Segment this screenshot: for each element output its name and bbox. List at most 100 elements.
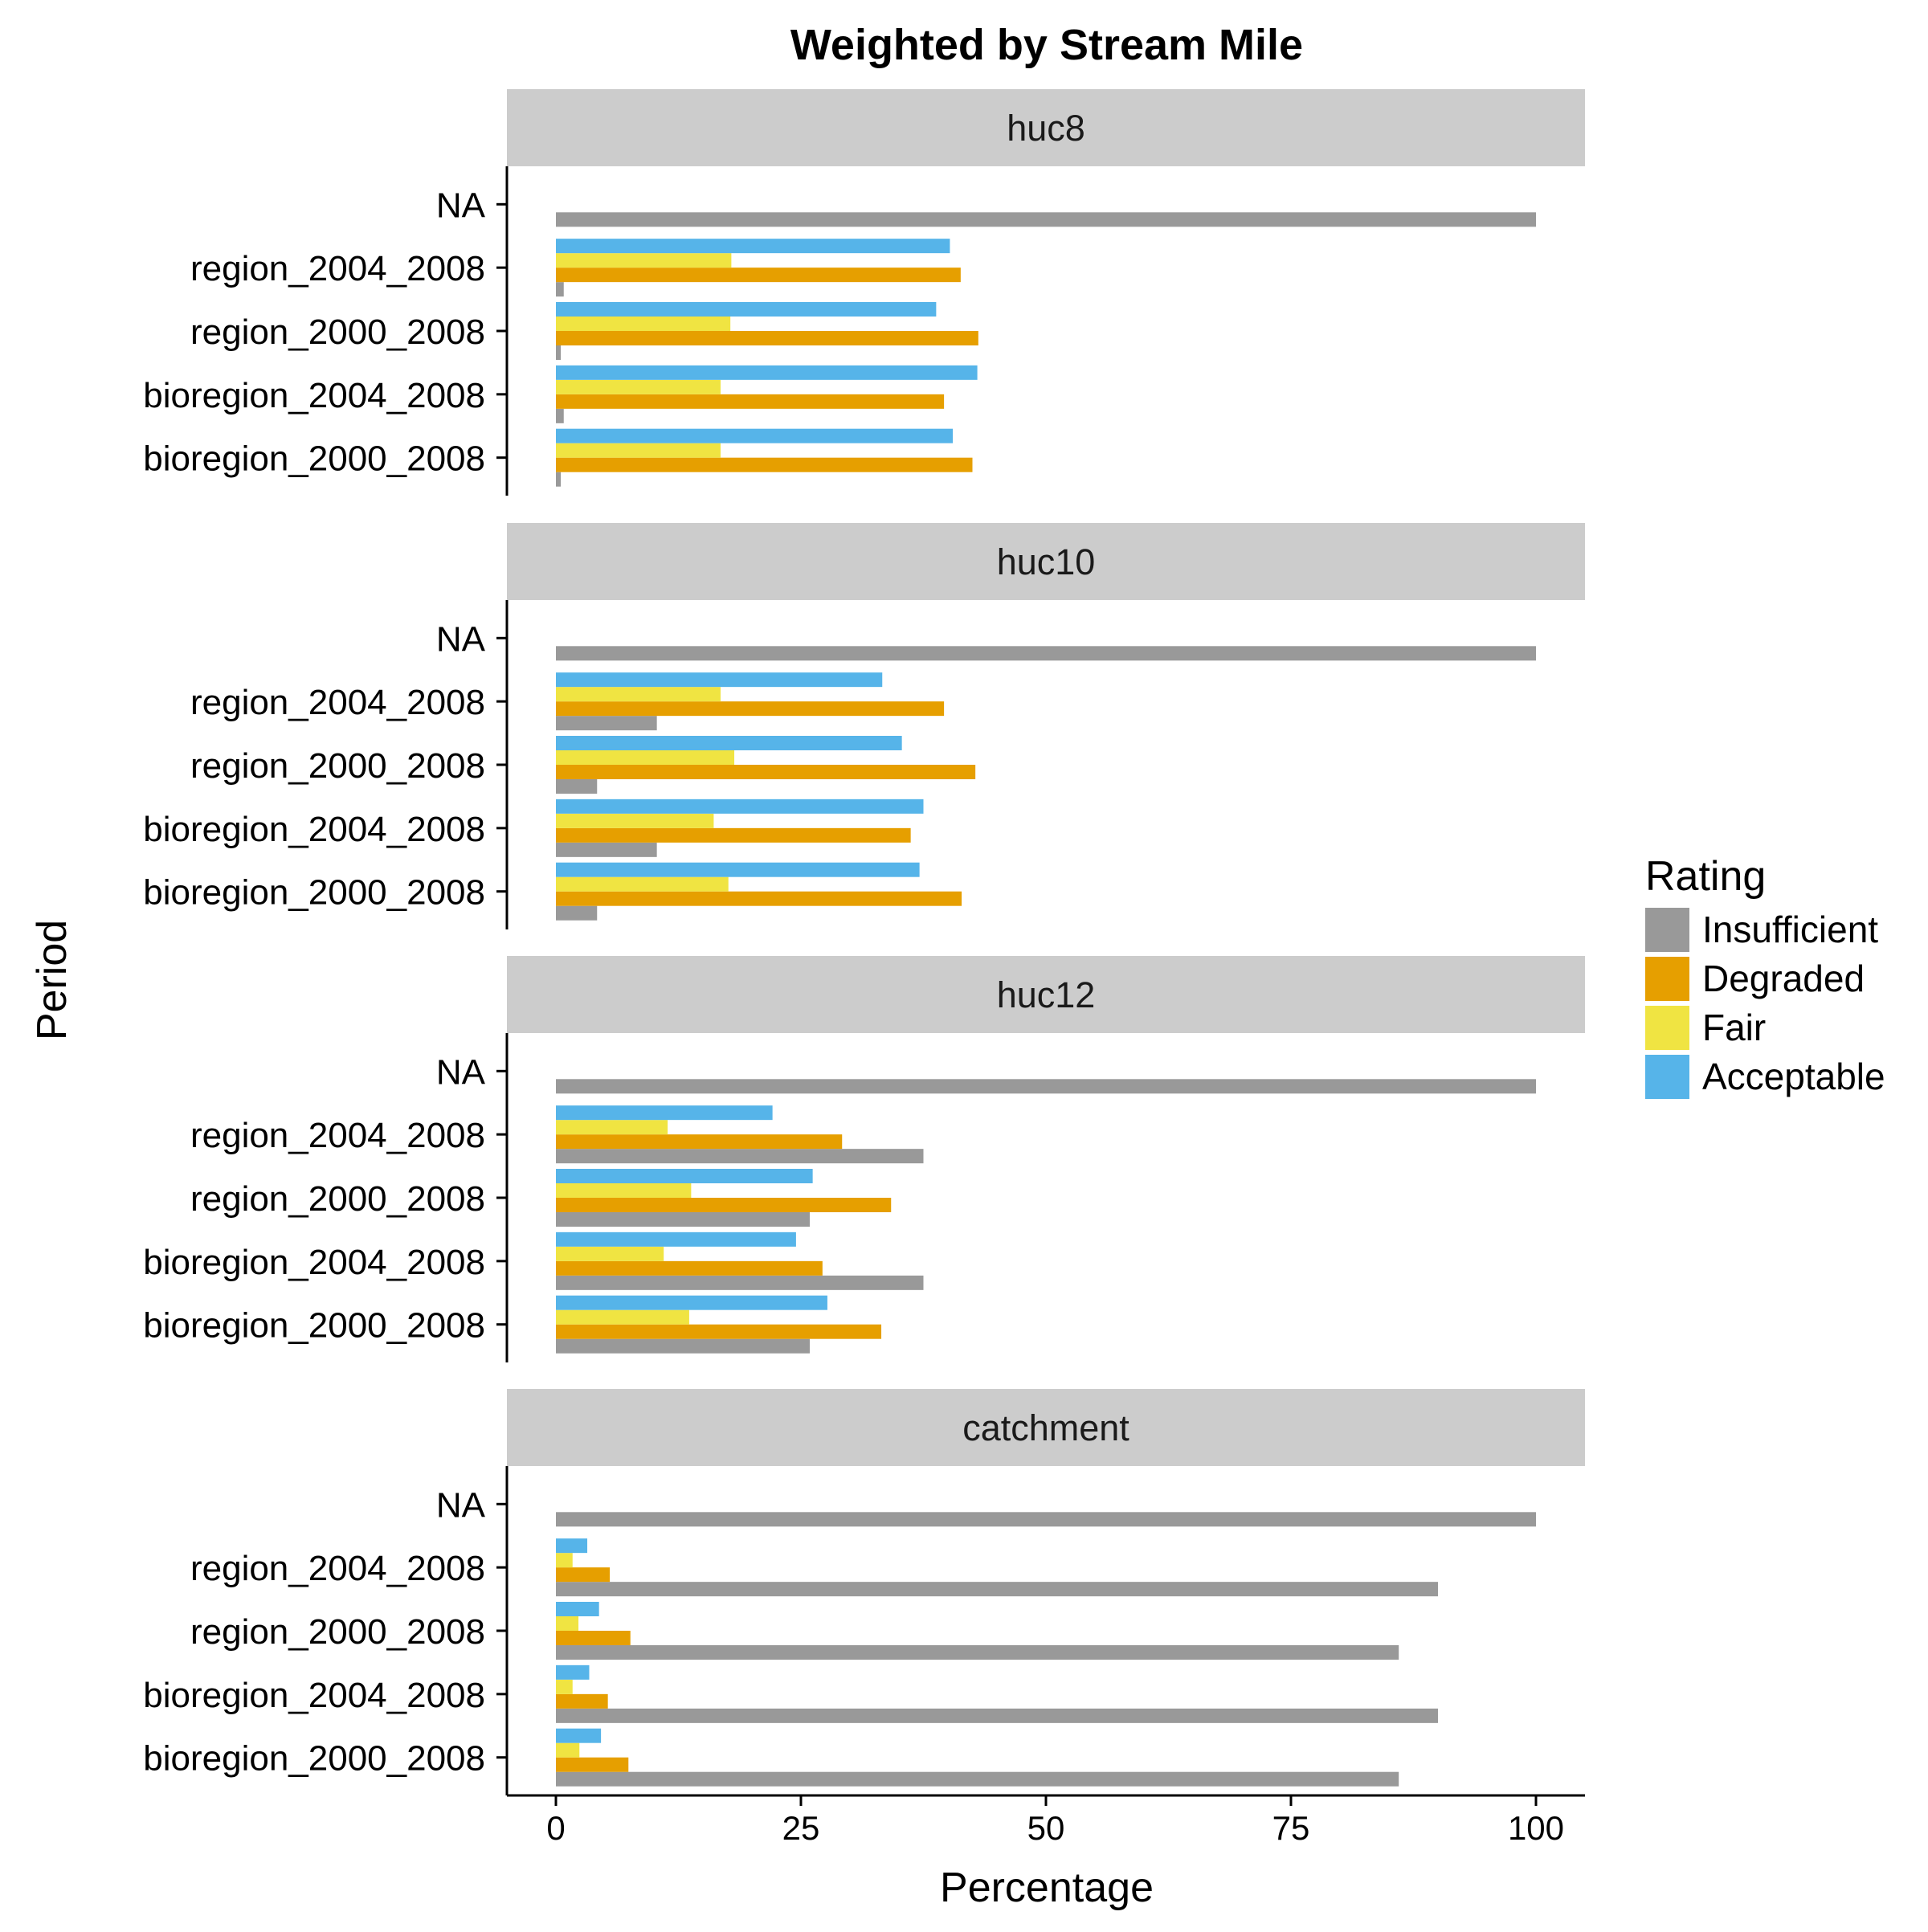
y-tick-label: region_2000_2008 [190, 312, 485, 352]
legend-item: Fair [1645, 1006, 1766, 1050]
bar-degraded [556, 1260, 823, 1276]
bar-acceptable [556, 239, 950, 254]
y-tick-label: bioregion_2004_2008 [143, 376, 485, 415]
legend-item: Insufficient [1645, 908, 1878, 952]
bar-fair [556, 1742, 580, 1758]
facet-strip [507, 956, 1585, 1033]
bar-insufficient [556, 905, 598, 921]
bar-insufficient [556, 1708, 1438, 1723]
bar-degraded [556, 1134, 843, 1150]
bar-acceptable [556, 1664, 590, 1680]
legend-label: Fair [1702, 1007, 1766, 1048]
y-tick-label: bioregion_2000_2008 [143, 439, 485, 479]
bar-acceptable [556, 1169, 813, 1183]
bar-acceptable [556, 1105, 773, 1121]
facet-strip-label: huc10 [997, 541, 1096, 582]
bar-fair [556, 1679, 573, 1694]
y-tick-label: region_2004_2008 [190, 1549, 485, 1588]
bar-insufficient [556, 472, 562, 487]
bar-acceptable [556, 736, 902, 750]
bar-degraded [556, 1757, 629, 1772]
bar-insufficient [556, 282, 564, 297]
bar-fair [556, 1616, 579, 1631]
facet-strip-label: huc8 [1007, 108, 1085, 149]
chart-title: Weighted by Stream Mile [790, 21, 1303, 69]
facet-strip [507, 89, 1585, 166]
y-tick-label: region_2004_2008 [190, 1116, 485, 1155]
bar-degraded [556, 701, 945, 717]
bar-insufficient [556, 1645, 1399, 1660]
bar-acceptable [556, 799, 924, 814]
bar-insufficient [556, 1079, 1536, 1094]
x-tick-label: 50 [1027, 1809, 1065, 1847]
bar-fair [556, 1246, 664, 1261]
bar-degraded [556, 1567, 611, 1583]
bar-degraded [556, 1631, 631, 1645]
bar-acceptable [556, 1538, 588, 1554]
legend-label: Degraded [1702, 958, 1865, 999]
bar-acceptable [556, 862, 920, 877]
y-tick-label: NA [436, 1052, 486, 1092]
facet-panel-huc12: huc12 NA region_2004_2008 region_2000_2008b… [143, 956, 1585, 1362]
y-tick-label: NA [436, 1485, 486, 1525]
x-axis-label: Percentage [940, 1865, 1154, 1911]
bar-degraded [556, 1693, 608, 1709]
y-tick-label: region_2004_2008 [190, 249, 485, 288]
bar-degraded [556, 1198, 892, 1212]
x-tick-label: 100 [1508, 1809, 1564, 1847]
bar-degraded [556, 394, 945, 409]
bar-degraded [556, 827, 911, 843]
bar-fair [556, 876, 729, 892]
legend-item: Acceptable [1645, 1055, 1885, 1099]
legend-label: Acceptable [1702, 1056, 1885, 1097]
bar-insufficient [556, 1212, 810, 1227]
bar-fair [556, 1309, 689, 1325]
legend-swatch [1645, 1055, 1689, 1099]
bar-acceptable [556, 1231, 796, 1247]
y-tick-label: bioregion_2004_2008 [143, 1243, 485, 1282]
y-tick-label: bioregion_2004_2008 [143, 1676, 485, 1715]
bar-fair [556, 253, 732, 268]
y-tick-label: region_2000_2008 [190, 746, 485, 786]
bar-degraded [556, 331, 978, 345]
bar-insufficient [556, 1338, 810, 1354]
facet-panel-huc10: huc10 NA region_2004_2008 region_2000_2008b… [143, 523, 1585, 929]
facet-strip-label: catchment [962, 1407, 1129, 1448]
bar-acceptable [556, 428, 954, 443]
bar-insufficient [556, 716, 657, 731]
y-tick-label: region_2004_2008 [190, 683, 485, 722]
bar-insufficient [556, 779, 598, 794]
legend-swatch [1645, 1006, 1689, 1050]
bar-insufficient [556, 1149, 924, 1164]
bar-fair [556, 443, 721, 458]
y-tick-label: bioregion_2000_2008 [143, 1306, 485, 1346]
bar-fair [556, 379, 721, 394]
legend-swatch [1645, 957, 1689, 1001]
bar-fair [556, 317, 731, 331]
bar-insufficient [556, 1771, 1399, 1787]
facet-panel-huc8: huc8 NA region_2004_2008 region_2000_2008bi… [143, 89, 1585, 496]
bar-insufficient [556, 408, 564, 423]
legend: Rating Insufficient Degraded Fair Acceptable [1645, 853, 1885, 1099]
bar-insufficient [556, 1275, 924, 1290]
bar-fair [556, 750, 735, 765]
panels-layer: huc8NAregion_2004_2008region_2000_2008bi… [143, 89, 1585, 1847]
facet-strip [507, 523, 1585, 600]
x-tick-label: 75 [1272, 1809, 1310, 1847]
y-tick-label: region_2000_2008 [190, 1179, 485, 1219]
bar-fair [556, 1120, 668, 1135]
y-tick-label: NA [436, 186, 486, 225]
bar-fair [556, 1183, 692, 1198]
bar-acceptable [556, 672, 883, 688]
facet-panel-catchment: catchment NA region_2004_2008 region_2000_2… [143, 1389, 1585, 1847]
bar-insufficient [556, 345, 562, 360]
bar-insufficient [556, 212, 1536, 227]
facet-strip-label: huc12 [997, 974, 1096, 1015]
legend-item: Degraded [1645, 957, 1865, 1001]
legend-swatch [1645, 908, 1689, 952]
bar-degraded [556, 457, 973, 472]
bar-acceptable [556, 365, 978, 380]
legend-title: Rating [1645, 853, 1766, 900]
y-tick-label: NA [436, 619, 486, 659]
